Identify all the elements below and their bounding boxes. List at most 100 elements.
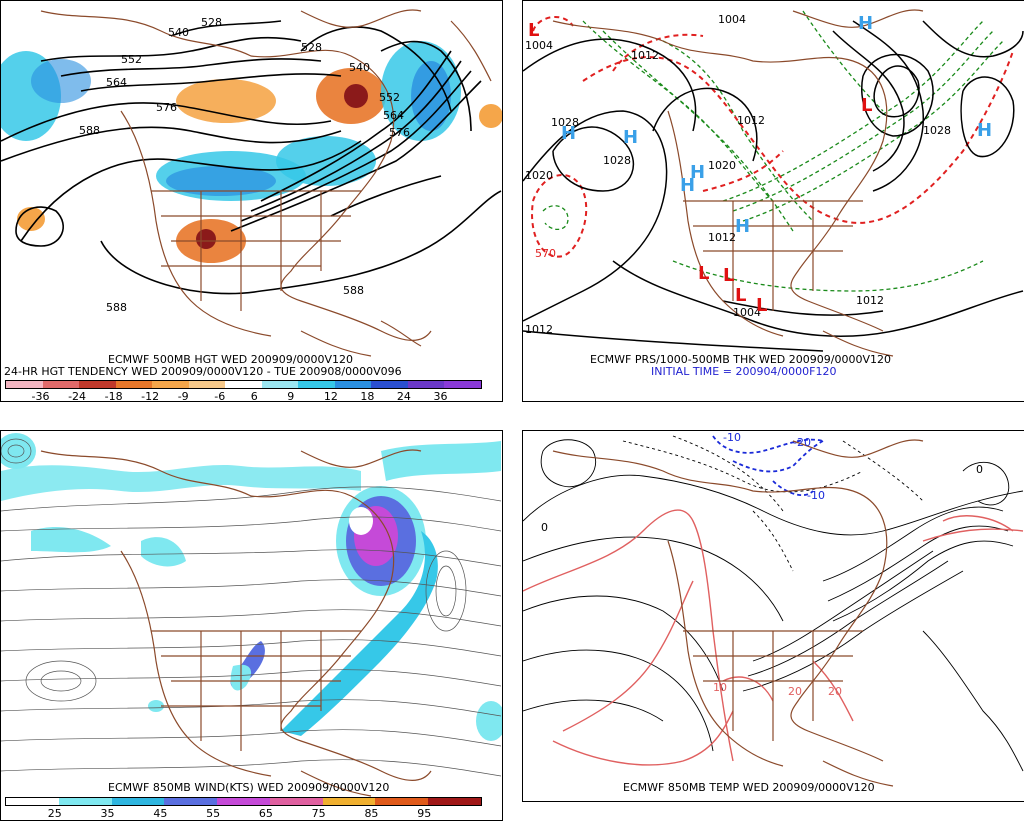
low-marker: L (861, 95, 872, 116)
colorbar-swatch (188, 381, 226, 388)
contour-label: 588 (79, 124, 100, 137)
isobar-label: 1020 (525, 169, 553, 182)
contour-label: 576 (156, 101, 177, 114)
panel-caption: ECMWF 850MB TEMP WED 200909/0000V120 (623, 781, 875, 794)
colorbar-tick-label: 18 (360, 390, 375, 402)
panel-850mb-wind: ECMWF 850MB WIND(KTS) WED 200909/0000V12… (0, 430, 503, 821)
colorbar-tick-label: 36 (433, 390, 448, 402)
panel-caption: ECMWF 850MB WIND(KTS) WED 200909/0000V12… (108, 781, 390, 794)
colorbar-swatch (322, 798, 376, 805)
panel-500mb-height: 540 528 552 564 576 588 528 540 552 564 … (0, 0, 503, 402)
low-marker: L (698, 263, 709, 284)
colorbar-tick-label: -24 (68, 390, 87, 402)
low-marker: L (528, 20, 539, 41)
initial-time-caption: INITIAL TIME = 200904/0000F120 (651, 365, 837, 378)
isotherm-label: -10 (723, 431, 741, 444)
map-500mb-height: 540 528 552 564 576 588 528 540 552 564 … (1, 9, 502, 357)
colorbar-tick-label: 9 (287, 390, 295, 402)
colorbar-swatch (371, 381, 408, 388)
contour-labels: 540 528 552 564 576 588 528 540 552 564 … (79, 16, 410, 314)
isotherms (523, 439, 1024, 772)
contour-label: 540 (349, 61, 370, 74)
tendency-colorbar (5, 380, 482, 389)
isotherm-labels: 0 0 -10 -10 -20 10 20 20 (541, 431, 983, 698)
isobar-label: 1012 (631, 49, 659, 62)
contour-label: 588 (106, 301, 127, 314)
colorbar-tick-label: 85 (364, 807, 379, 820)
isotherm-label: 0 (541, 521, 548, 534)
colorbar-tick-label: -6 (214, 390, 226, 402)
colorbar-tick-label: 35 (100, 807, 115, 820)
coastlines (552, 9, 924, 357)
thickness-label: 570 (535, 247, 556, 260)
colorbar-swatch (428, 798, 482, 805)
colorbar-swatch (375, 798, 429, 805)
colorbar-tick-label: 6 (250, 390, 258, 402)
coastlines (552, 439, 924, 787)
coastlines (40, 449, 432, 797)
colorbar-swatch (152, 381, 189, 388)
panel-pressure-thickness: 1004 1004 1012 1028 1028 1020 1020 1012 … (522, 0, 1024, 402)
wind-colorbar (5, 797, 482, 806)
contour-label: 576 (389, 126, 410, 139)
colorbar-swatch (42, 381, 80, 388)
streamlines (1, 438, 502, 777)
tendency-shading (1, 41, 502, 263)
isotherm-label: 20 (828, 685, 842, 698)
isobar-label: 1004 (718, 13, 746, 26)
isobar-label: 1012 (856, 294, 884, 307)
colorbar-swatch (58, 798, 112, 805)
map-850mb-temp: 0 0 -10 -10 -20 10 20 20 (523, 431, 1024, 787)
colorbar-tick-label: 65 (258, 807, 273, 820)
isotherm-label: 0 (976, 463, 983, 476)
isobar-label: 1004 (733, 306, 761, 319)
isobar-label: 1012 (525, 323, 553, 336)
colorbar-tick-label: 45 (153, 807, 168, 820)
colorbar-swatch (164, 798, 218, 805)
colorbar-tick-label: 12 (323, 390, 338, 402)
colorbar-swatch (444, 381, 481, 388)
colorbar-swatch (407, 381, 445, 388)
isobar-label: 1004 (525, 39, 553, 52)
colorbar-tick-label: -18 (104, 390, 123, 402)
colorbar-swatch (6, 798, 59, 805)
colorbar-swatch (261, 381, 299, 388)
low-marker: L (735, 285, 746, 306)
colorbar-swatch (217, 798, 270, 805)
panel-caption: ECMWF 500MB HGT WED 200909/0000V120 (108, 353, 353, 366)
high-marker: H (623, 127, 638, 148)
isotherm-label: -10 (807, 489, 825, 502)
isotherm-label: 20 (788, 685, 802, 698)
isobar-label: 1028 (923, 124, 951, 137)
isotherm-label: 10 (713, 681, 727, 694)
isobar-labels: 1004 1004 1012 1028 1028 1020 1020 1012 … (525, 13, 951, 336)
colorbar-tick-label: -36 (31, 390, 50, 402)
high-marker: H (690, 162, 705, 183)
colorbar-swatch (269, 798, 323, 805)
isobar-label: 1012 (737, 114, 765, 127)
high-marker: H (561, 123, 576, 144)
colorbar-tick-label: 75 (311, 807, 326, 820)
coastlines (40, 9, 492, 357)
dashed-isotherms (622, 435, 924, 572)
contour-label: 552 (379, 91, 400, 104)
colorbar-swatch (334, 381, 372, 388)
high-marker: H (858, 13, 873, 34)
colorbar-swatch (115, 381, 153, 388)
isobar-label: 1028 (551, 116, 579, 129)
contour-label: 564 (106, 76, 127, 89)
colorbar-swatch (298, 381, 335, 388)
low-pressure-markers: L L L L L L (528, 20, 872, 316)
contour-label: 528 (301, 41, 322, 54)
isobars (523, 20, 1024, 352)
warm-isotherms (523, 509, 1024, 766)
high-marker: H (680, 175, 695, 196)
colorbar-tick-label: -12 (141, 390, 160, 402)
map-850mb-wind (1, 433, 502, 797)
isobar-label: 1020 (708, 159, 736, 172)
colorbar-tick-label: 25 (47, 807, 62, 820)
colorbar-tick-label: -9 (177, 390, 189, 402)
contour-label: 564 (383, 109, 404, 122)
low-marker: L (756, 295, 767, 316)
contour-label: 552 (121, 53, 142, 66)
